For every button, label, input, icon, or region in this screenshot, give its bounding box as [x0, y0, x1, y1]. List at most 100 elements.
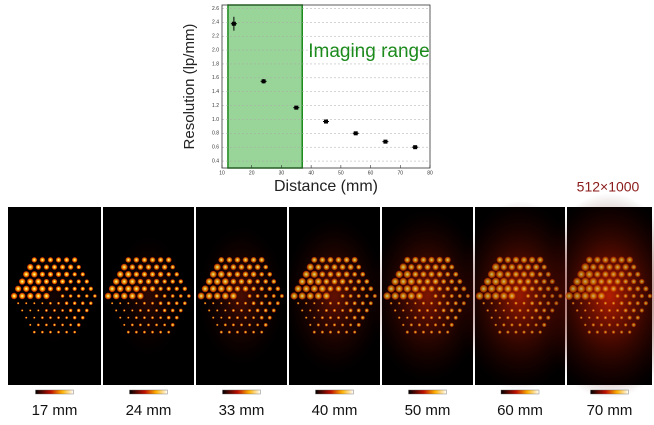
phantom-dot	[344, 286, 349, 291]
phantom-dot	[315, 264, 321, 270]
phantom-dot	[514, 330, 517, 333]
phantom-dot	[125, 285, 132, 292]
phantom-dot	[41, 331, 44, 334]
phantom-dot	[45, 324, 48, 327]
phantom-dot	[53, 309, 56, 312]
phantom-dot	[422, 302, 425, 305]
phantom-dot	[323, 292, 330, 299]
phantom-dot	[44, 279, 49, 284]
phantom-dot	[27, 293, 33, 299]
phantom-dot	[623, 279, 628, 284]
phantom-dot	[498, 316, 501, 319]
phantom-dot	[45, 309, 48, 312]
phantom-dot	[623, 308, 627, 312]
chart: Imaging range0.40.60.81.01.21.41.61.82.0…	[181, 5, 433, 195]
phantom-dot	[615, 294, 619, 298]
phantom-dot	[151, 331, 154, 334]
phantom-dot	[589, 292, 597, 300]
phantom-dot	[329, 316, 332, 319]
phantom-dot	[387, 285, 394, 292]
point	[383, 140, 387, 144]
phantom-dot	[420, 286, 426, 292]
phantom-dot	[534, 323, 537, 326]
phantom-dot	[500, 278, 508, 286]
phantom-dot	[220, 316, 222, 318]
y-tick-label: 2.6	[212, 6, 219, 12]
phantom-dot	[171, 309, 175, 313]
phantom-dot	[113, 278, 120, 285]
phantom-dot	[319, 285, 326, 292]
phantom-dot	[365, 294, 369, 298]
phantom-dot	[340, 264, 346, 270]
phantom-dot	[525, 264, 531, 270]
phantom-dot	[299, 292, 306, 299]
phantom-dot	[256, 309, 260, 313]
phantom-dot	[142, 272, 148, 278]
phantom-dot	[236, 302, 239, 305]
phantom-dot	[341, 294, 345, 298]
phantom-dot	[236, 316, 239, 319]
phantom-dot	[627, 286, 632, 291]
phantom-dot	[576, 309, 579, 312]
phantom-dot	[608, 309, 611, 312]
phantom-dot	[525, 278, 531, 284]
phantom-dot	[61, 324, 64, 327]
phantom-dot	[72, 257, 77, 262]
phantom-dot	[410, 309, 413, 312]
phantom-dot	[622, 264, 629, 271]
phantom-dot	[450, 308, 454, 312]
y-tick-label: 0.4	[212, 158, 219, 164]
phantom-dot	[619, 301, 623, 305]
phantom-dot	[32, 257, 37, 262]
phantom-dot	[11, 293, 17, 299]
phantom-dot	[139, 323, 142, 326]
phantom-dot	[502, 323, 505, 326]
phantom-dot	[626, 257, 633, 264]
phantom-dot	[212, 302, 214, 304]
phantom-dot	[307, 292, 314, 299]
phantom-dot	[327, 257, 333, 263]
phantom-dot	[490, 316, 493, 319]
phantom-dot	[216, 309, 218, 311]
phantom-dot	[402, 324, 405, 327]
phantom-dot	[635, 272, 640, 277]
phantom-dot	[170, 279, 175, 284]
phantom-dot	[243, 257, 249, 263]
phantom-dot	[348, 264, 354, 270]
phantom-dot	[239, 279, 245, 285]
phantom-dot	[510, 309, 513, 312]
point	[294, 106, 298, 110]
phantom-dot	[618, 257, 625, 264]
phantom-dot	[416, 278, 422, 284]
phantom-dot	[235, 286, 241, 292]
phantom-dot	[496, 270, 504, 278]
phantom-dot	[36, 264, 41, 269]
phantom-dot	[150, 272, 156, 278]
phantom-dot	[267, 272, 272, 277]
panel-label: 60 mm	[497, 402, 543, 419]
phantom-dot	[127, 302, 129, 304]
colorbar	[223, 390, 261, 394]
phantom-dot	[206, 278, 213, 285]
phantom-dot	[134, 257, 140, 263]
point	[354, 131, 358, 135]
phantom-dot	[61, 309, 64, 312]
x-tick-label: 60	[368, 170, 374, 176]
phantom-dot	[311, 271, 318, 278]
phantom-dot	[631, 264, 636, 269]
phantom-dot	[146, 264, 152, 270]
phantom-dot	[53, 324, 56, 327]
phantom-dot	[514, 316, 517, 319]
phantom-dot	[57, 331, 60, 334]
phantom-dot	[247, 264, 253, 270]
phantom-dot	[303, 285, 310, 292]
phantom-dot	[218, 271, 225, 278]
phantom-dot	[321, 331, 324, 334]
phantom-dot	[636, 301, 640, 305]
phantom-dot	[529, 271, 535, 277]
phantom-dot	[400, 278, 407, 285]
phantom-dot	[446, 316, 450, 320]
x-tick-label: 80	[427, 170, 433, 176]
phantom-dot	[396, 285, 403, 292]
phantom-dot	[313, 331, 316, 334]
